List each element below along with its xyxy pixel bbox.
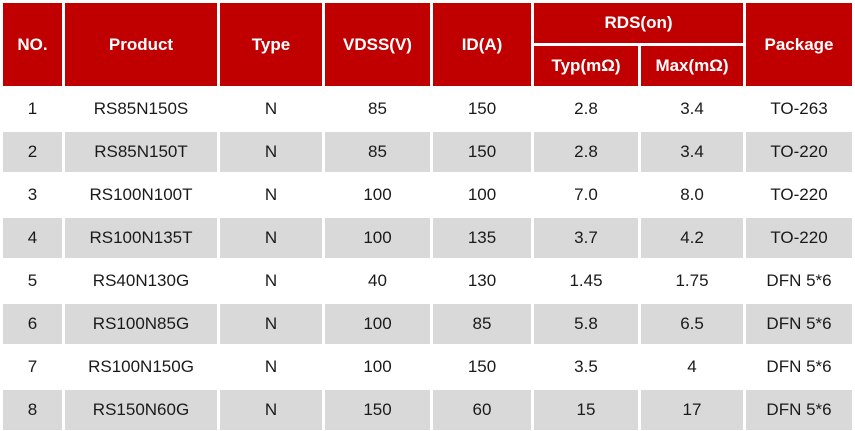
table-cell: RS100N85G [65, 304, 217, 344]
table-cell: 1.45 [534, 261, 638, 301]
table-cell: DFN 5*6 [746, 304, 853, 344]
table-row: 5 RS40N130G N 40 130 1.45 1.75 DFN 5*6 [3, 261, 853, 301]
table-cell: RS40N130G [65, 261, 217, 301]
table-cell: 150 [433, 89, 531, 129]
col-header-no: NO. [3, 3, 62, 86]
table-cell: DFN 5*6 [746, 261, 853, 301]
table-cell: N [220, 89, 322, 129]
table-cell: 130 [433, 261, 531, 301]
table-cell: 2.8 [534, 132, 638, 172]
table-header-row-1: NO. Product Type VDSS(V) ID(A) RDS(on) P… [3, 3, 853, 86]
table-cell: 85 [325, 89, 430, 129]
table-cell: 5 [3, 261, 62, 301]
table-cell: TO-220 [746, 218, 853, 258]
table-cell: N [220, 218, 322, 258]
table-cell: 150 [325, 390, 430, 430]
table-cell: N [220, 132, 322, 172]
table-cell: N [220, 390, 322, 430]
table-cell: 17 [641, 390, 744, 430]
table-cell: 4.2 [641, 218, 744, 258]
table-cell: 7.0 [534, 175, 638, 215]
table-cell: RS100N100T [65, 175, 217, 215]
table-row: 7 RS100N150G N 100 150 3.5 4 DFN 5*6 [3, 347, 853, 387]
table-cell: 1.75 [641, 261, 744, 301]
table-cell: 100 [325, 218, 430, 258]
table-cell: 8 [3, 390, 62, 430]
table-cell: N [220, 304, 322, 344]
table-cell: 6 [3, 304, 62, 344]
table-cell: 3.5 [534, 347, 638, 387]
col-header-rds-typ: Typ(mΩ) [534, 46, 638, 86]
table-cell: 85 [325, 132, 430, 172]
table-cell: TO-263 [746, 89, 853, 129]
table-cell: 3 [3, 175, 62, 215]
col-header-vdss: VDSS(V) [325, 3, 430, 86]
table-cell: 85 [433, 304, 531, 344]
table-cell: N [220, 175, 322, 215]
table-cell: 60 [433, 390, 531, 430]
table-cell: 3.7 [534, 218, 638, 258]
table-cell: DFN 5*6 [746, 390, 853, 430]
table-cell: DFN 5*6 [746, 347, 853, 387]
table-row: 3 RS100N100T N 100 100 7.0 8.0 TO-220 [3, 175, 853, 215]
table-row: 4 RS100N135T N 100 135 3.7 4.2 TO-220 [3, 218, 853, 258]
table-cell: 100 [325, 347, 430, 387]
table-cell: 150 [433, 132, 531, 172]
col-header-product: Product [65, 3, 217, 86]
col-header-package: Package [746, 3, 853, 86]
table-cell: N [220, 261, 322, 301]
col-header-rds-max: Max(mΩ) [641, 46, 744, 86]
table-cell: RS100N135T [65, 218, 217, 258]
col-header-type: Type [220, 3, 322, 86]
table-header: NO. Product Type VDSS(V) ID(A) RDS(on) P… [3, 3, 853, 86]
table-cell: 150 [433, 347, 531, 387]
table-cell: 100 [433, 175, 531, 215]
table-cell: TO-220 [746, 132, 853, 172]
table-cell: 3.4 [641, 132, 744, 172]
table-cell: 15 [534, 390, 638, 430]
table-row: 6 RS100N85G N 100 85 5.8 6.5 DFN 5*6 [3, 304, 853, 344]
col-header-rds-group: RDS(on) [534, 3, 744, 43]
table-row: 8 RS150N60G N 150 60 15 17 DFN 5*6 [3, 390, 853, 430]
table-cell: 5.8 [534, 304, 638, 344]
table-cell: 6.5 [641, 304, 744, 344]
table-header-row-2: Typ(mΩ) Max(mΩ) [3, 46, 852, 86]
table-cell: 8.0 [641, 175, 744, 215]
table-cell: RS100N150G [65, 347, 217, 387]
table-cell: RS85N150T [65, 132, 217, 172]
table-cell: 4 [641, 347, 744, 387]
table-cell: 3.4 [641, 89, 744, 129]
table-row: 2 RS85N150T N 85 150 2.8 3.4 TO-220 [3, 132, 853, 172]
table-row: 1 RS85N150S N 85 150 2.8 3.4 TO-263 [3, 89, 853, 129]
table-cell: 2.8 [534, 89, 638, 129]
table-cell: RS150N60G [65, 390, 217, 430]
table-cell: TO-220 [746, 175, 853, 215]
col-header-id: ID(A) [433, 3, 531, 86]
table-body: 1 RS85N150S N 85 150 2.8 3.4 TO-263 2 RS85N150T N 8… [3, 89, 853, 430]
table-cell: 135 [433, 218, 531, 258]
table-cell: 100 [325, 175, 430, 215]
table-cell: N [220, 347, 322, 387]
table-cell: 100 [325, 304, 430, 344]
table-cell: 7 [3, 347, 62, 387]
table-cell: RS85N150S [65, 89, 217, 129]
table-cell: 40 [325, 261, 430, 301]
table-cell: 4 [3, 218, 62, 258]
table-cell: 2 [3, 132, 62, 172]
table-cell: 1 [3, 89, 62, 129]
